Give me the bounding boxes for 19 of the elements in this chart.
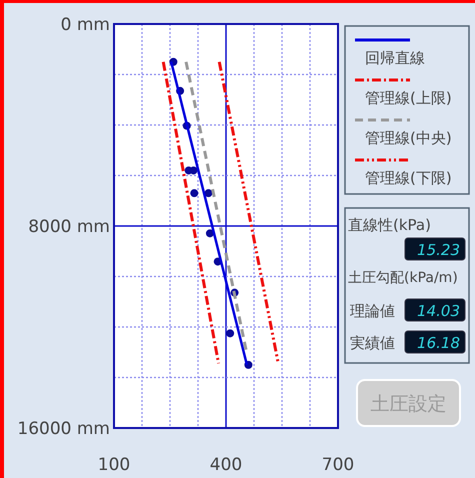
y-tick-label: 16000 mm (17, 419, 110, 439)
text: 理論値 (350, 302, 395, 320)
text: 16.18 (417, 334, 460, 352)
legend-label: 回帰直線 (365, 49, 425, 67)
legend-label: 管理線(中央) (365, 129, 452, 147)
text: 土圧勾配(kPa/m) (348, 270, 458, 286)
y-tick-label: 0 mm (60, 15, 110, 35)
text: 実績値 (350, 334, 395, 352)
x-tick-label: 700 (322, 455, 354, 475)
legend-label: 管理線(上限) (365, 89, 452, 107)
legend-label: 管理線(下限) (365, 169, 452, 187)
point (190, 189, 198, 198)
text: 14.03 (417, 302, 460, 320)
x-tick-label: 100 (98, 455, 130, 475)
x-tick-label: 400 (210, 455, 242, 475)
text: 15.23 (417, 241, 460, 259)
text: 直線性(kPa) (348, 216, 431, 234)
y-tick-label: 8000 mm (28, 217, 110, 237)
point (226, 329, 234, 338)
